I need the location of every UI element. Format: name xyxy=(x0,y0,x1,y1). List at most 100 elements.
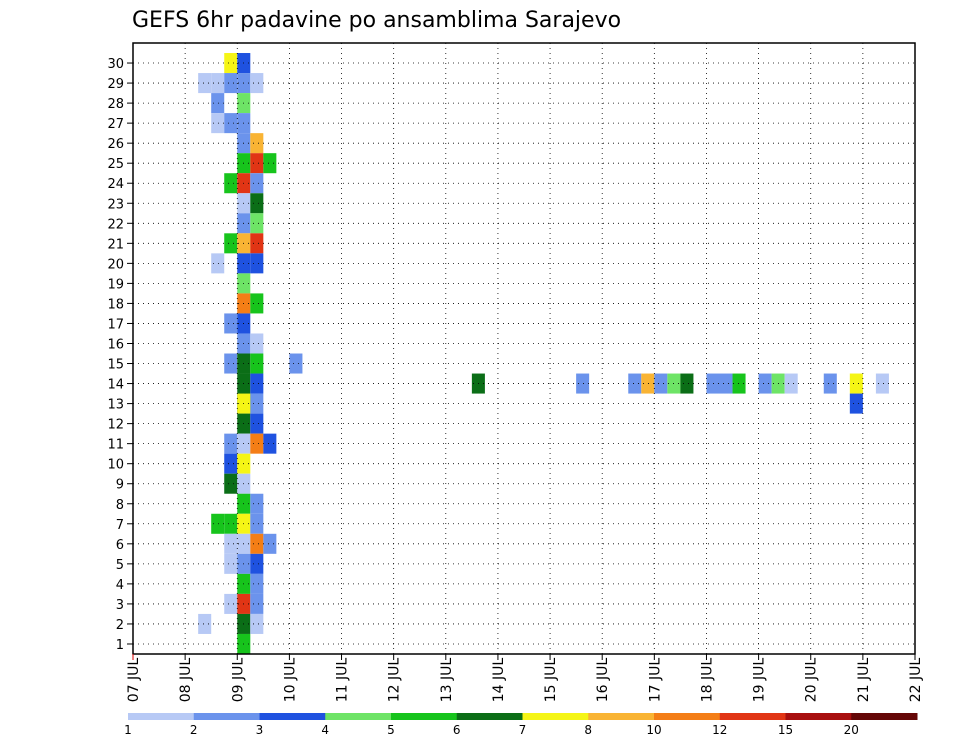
x-tick-label: 07 JUL xyxy=(126,658,142,703)
colorbar-label: 2 xyxy=(190,723,198,737)
colorbar-swatch xyxy=(193,713,260,720)
heatmap-cell xyxy=(823,373,837,394)
x-tick-label: 19 JUL xyxy=(752,658,768,703)
heatmap-cell xyxy=(250,393,264,414)
y-tick-label: 24 xyxy=(107,177,124,192)
heatmap-cell xyxy=(211,93,225,114)
heatmap-cell xyxy=(224,353,238,374)
y-tick-label: 2 xyxy=(116,618,124,633)
heatmap-cell xyxy=(224,453,238,474)
colorbar-swatch xyxy=(259,713,326,720)
heatmap-cell xyxy=(732,373,746,394)
heatmap-cell xyxy=(250,333,264,354)
x-tick-label: 21 JUL xyxy=(856,658,872,703)
heatmap-cell xyxy=(211,113,225,134)
y-tick-label: 4 xyxy=(116,578,124,593)
y-tick-label: 13 xyxy=(107,398,124,413)
plot-frame xyxy=(132,42,916,655)
y-tick-label: 10 xyxy=(107,458,124,473)
colorbar-swatch xyxy=(719,713,786,720)
heatmap-cell xyxy=(224,113,238,134)
x-tick-label: 09 JUL xyxy=(230,658,246,703)
heatmap-cell xyxy=(250,573,264,594)
colorbar-label: 3 xyxy=(256,723,264,737)
heatmap-cell xyxy=(641,373,655,394)
y-axis-ticks: 1234567891011121314151617181920212223242… xyxy=(107,57,133,653)
y-tick-label: 6 xyxy=(116,538,124,553)
heatmap-cell xyxy=(250,553,264,574)
heatmap-cell xyxy=(211,73,225,94)
heatmap-cell xyxy=(289,353,303,374)
x-tick-label: 10 JUL xyxy=(282,658,298,703)
heatmap-cell xyxy=(224,53,238,74)
heatmap-cell xyxy=(224,73,238,94)
heatmap-cell xyxy=(719,373,733,394)
heatmap-cell xyxy=(250,433,264,454)
colorbar-swatch xyxy=(128,713,195,720)
heatmap-cell xyxy=(250,253,264,274)
y-tick-label: 27 xyxy=(107,117,124,132)
colorbar-swatch xyxy=(588,713,655,720)
colorbar-label: 7 xyxy=(519,723,527,737)
colorbar-swatch xyxy=(456,713,523,720)
x-tick-label: 20 JUL xyxy=(804,658,820,703)
heatmap-cell xyxy=(224,553,238,574)
heatmap-cell xyxy=(250,233,264,254)
colorbar-swatch xyxy=(785,713,852,720)
heatmap-cell xyxy=(250,613,264,634)
colorbar-swatch xyxy=(654,713,721,720)
colorbar-label: 15 xyxy=(778,723,793,737)
x-tick-label: 14 JUL xyxy=(491,658,507,703)
y-tick-label: 7 xyxy=(116,518,124,533)
y-tick-label: 28 xyxy=(107,97,124,112)
colorbar-label: 5 xyxy=(387,723,395,737)
x-tick-label: 12 JUL xyxy=(387,658,403,703)
colorbar-swatch xyxy=(851,713,918,720)
y-tick-label: 19 xyxy=(107,277,124,292)
y-tick-label: 26 xyxy=(107,137,124,152)
x-axis-ticks: 07 JUL 08 JUL 09 JUL 10 JUL 11 JUL 12 JUL 13 J… xyxy=(126,654,924,702)
heatmap-cell xyxy=(250,73,264,94)
heatmap-cell xyxy=(758,373,772,394)
heatmap-cell xyxy=(224,473,238,494)
y-tick-label: 5 xyxy=(116,558,124,573)
y-tick-label: 30 xyxy=(107,57,124,72)
x-tick-label: 17 JUL xyxy=(647,658,663,703)
y-tick-label: 11 xyxy=(107,438,124,453)
heatmap-cell xyxy=(224,533,238,554)
heatmap-cell xyxy=(224,593,238,614)
heatmap-cell xyxy=(198,73,212,94)
heatmap-cell xyxy=(706,373,720,394)
colorbar-label: 8 xyxy=(584,723,592,737)
heatmap-cell xyxy=(250,293,264,314)
heatmap-cell xyxy=(250,493,264,514)
heatmap-cell xyxy=(250,373,264,394)
y-tick-label: 15 xyxy=(107,358,124,373)
colorbar-label: 4 xyxy=(321,723,329,737)
heatmap-cell xyxy=(250,133,264,154)
heatmap-cell xyxy=(250,173,264,194)
heatmap-cell xyxy=(250,533,264,554)
heatmap-cell xyxy=(628,373,642,394)
heatmap-cell xyxy=(576,373,590,394)
heatmap-cell xyxy=(849,373,863,394)
y-tick-label: 1 xyxy=(116,638,124,653)
x-tick-label: 18 JUL xyxy=(699,658,715,703)
y-tick-label: 14 xyxy=(107,378,124,393)
colorbar-label: 10 xyxy=(646,723,661,737)
x-tick-label: 16 JUL xyxy=(595,658,611,703)
heatmap-cell xyxy=(263,433,277,454)
heatmap-cell xyxy=(224,233,238,254)
x-tick-label: 08 JUL xyxy=(178,658,194,703)
y-tick-label: 20 xyxy=(107,257,124,272)
y-tick-label: 12 xyxy=(107,418,124,433)
heatmap-cell xyxy=(250,213,264,234)
colorbar-swatch xyxy=(391,713,458,720)
heatmap-cell xyxy=(211,513,225,534)
heatmap-cell xyxy=(224,433,238,454)
y-tick-label: 21 xyxy=(107,237,124,252)
y-tick-label: 18 xyxy=(107,297,124,312)
y-tick-label: 23 xyxy=(107,197,124,212)
colorbar-label: 12 xyxy=(712,723,727,737)
heatmap-cell xyxy=(250,353,264,374)
